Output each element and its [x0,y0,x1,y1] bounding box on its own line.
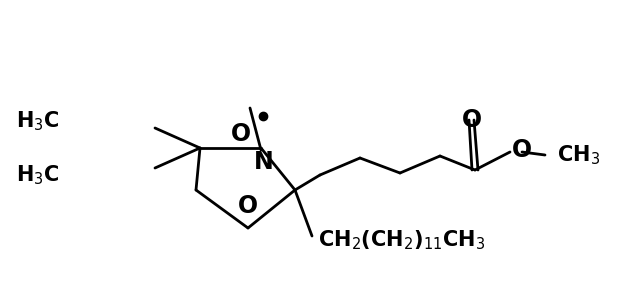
Text: N: N [254,150,274,174]
Text: H$_3$C: H$_3$C [17,109,60,133]
Text: CH$_3$: CH$_3$ [557,143,600,167]
Text: H$_3$C: H$_3$C [17,163,60,187]
Text: O: O [512,138,532,162]
Text: CH$_2$(CH$_2$)$_{11}$CH$_3$: CH$_2$(CH$_2$)$_{11}$CH$_3$ [318,228,485,252]
Text: O: O [238,194,258,218]
Text: O: O [231,122,251,146]
Text: O: O [462,108,482,132]
